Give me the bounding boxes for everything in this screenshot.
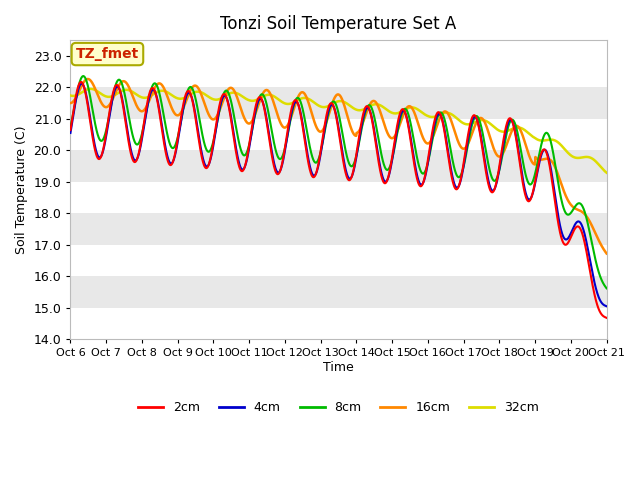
Bar (70, 87, 607, 119)
Bar (70, 150, 607, 182)
Bar (70, 308, 607, 339)
Text: TZ_fmet: TZ_fmet (76, 47, 139, 61)
Bar (70, 276, 607, 308)
Bar (70, 56, 607, 87)
Legend: 2cm, 4cm, 8cm, 16cm, 32cm: 2cm, 4cm, 8cm, 16cm, 32cm (133, 396, 544, 420)
Bar (70, 245, 607, 276)
Title: Tonzi Soil Temperature Set A: Tonzi Soil Temperature Set A (220, 15, 456, 33)
Bar (70, 182, 607, 213)
X-axis label: Time: Time (323, 361, 354, 374)
Bar (70, 213, 607, 245)
Y-axis label: Soil Temperature (C): Soil Temperature (C) (15, 125, 28, 254)
Bar (70, 119, 607, 150)
